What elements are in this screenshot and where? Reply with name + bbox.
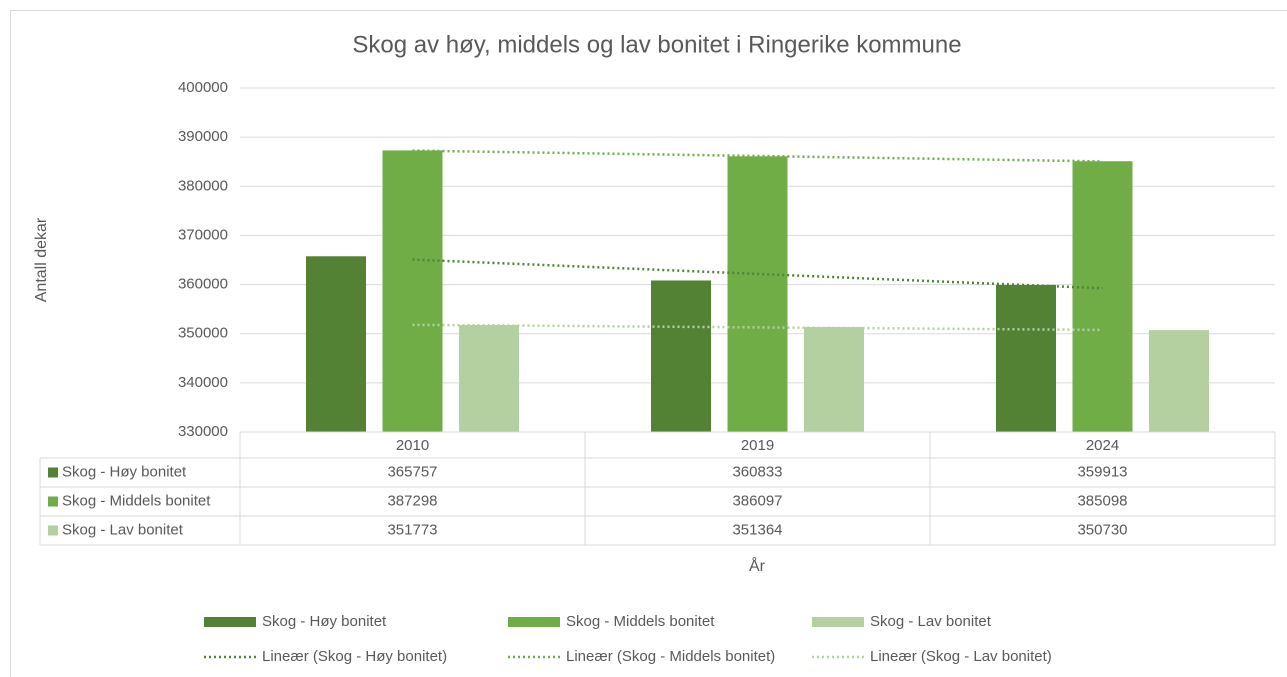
legend-label: Skog - Lav bonitet [870, 613, 992, 630]
y-tick-label: 360000 [178, 276, 228, 293]
y-tick-label: 390000 [178, 128, 228, 145]
legend-label: Lineær (Skog - Middels bonitet) [566, 648, 775, 665]
bar [996, 284, 1056, 432]
table-cell: 351364 [732, 521, 782, 538]
trendline [412, 258, 1103, 290]
bar [651, 280, 711, 432]
table-cell: 385098 [1077, 492, 1127, 509]
legend-swatch [204, 617, 256, 627]
y-tick-label: 400000 [178, 79, 228, 96]
y-tick-label: 350000 [178, 325, 228, 342]
y-axis-label: Antall dekar [33, 217, 50, 302]
legend-swatch [812, 617, 864, 627]
bar [1072, 161, 1133, 433]
table-legend-key [48, 496, 58, 507]
bar [459, 325, 519, 432]
table-row-label: Skog - Middels bonitet [62, 492, 211, 509]
legend-label: Lineær (Skog - Høy bonitet) [262, 648, 447, 665]
table-legend-key [48, 467, 58, 478]
bar [382, 150, 443, 432]
y-tick-label: 380000 [178, 177, 228, 194]
table-cell: 359913 [1077, 463, 1127, 480]
bar [1149, 330, 1209, 432]
table-row-label: Skog - Lav bonitet [62, 521, 184, 538]
table-cell: 350730 [1077, 521, 1127, 538]
y-tick-label: 370000 [178, 226, 228, 243]
legend-label: Skog - Middels bonitet [566, 613, 715, 630]
y-tick-label: 340000 [178, 374, 228, 391]
x-tick-label: 2019 [741, 437, 774, 454]
y-tick-label: 330000 [178, 423, 228, 440]
table-cell: 386097 [732, 492, 782, 509]
legend-label: Skog - Høy bonitet [262, 613, 387, 630]
trendline [412, 149, 1103, 163]
bar [306, 256, 366, 432]
table-row-label: Skog - Høy bonitet [62, 463, 187, 480]
table-cell: 351773 [387, 521, 437, 538]
bar [804, 327, 864, 432]
legend-label: Lineær (Skog - Lav bonitet) [870, 648, 1052, 665]
x-tick-label: 2010 [396, 437, 429, 454]
table-cell: 365757 [387, 463, 437, 480]
x-axis-label: År [749, 556, 766, 575]
bar [727, 156, 788, 433]
table-cell: 360833 [732, 463, 782, 480]
legend-swatch [508, 617, 560, 627]
table-cell: 387298 [387, 492, 437, 509]
chart-title: Skog av høy, middels og lav bonitet i Ri… [352, 31, 961, 58]
x-tick-label: 2024 [1086, 437, 1119, 454]
trendline [412, 323, 1103, 332]
table-legend-key [48, 525, 58, 536]
